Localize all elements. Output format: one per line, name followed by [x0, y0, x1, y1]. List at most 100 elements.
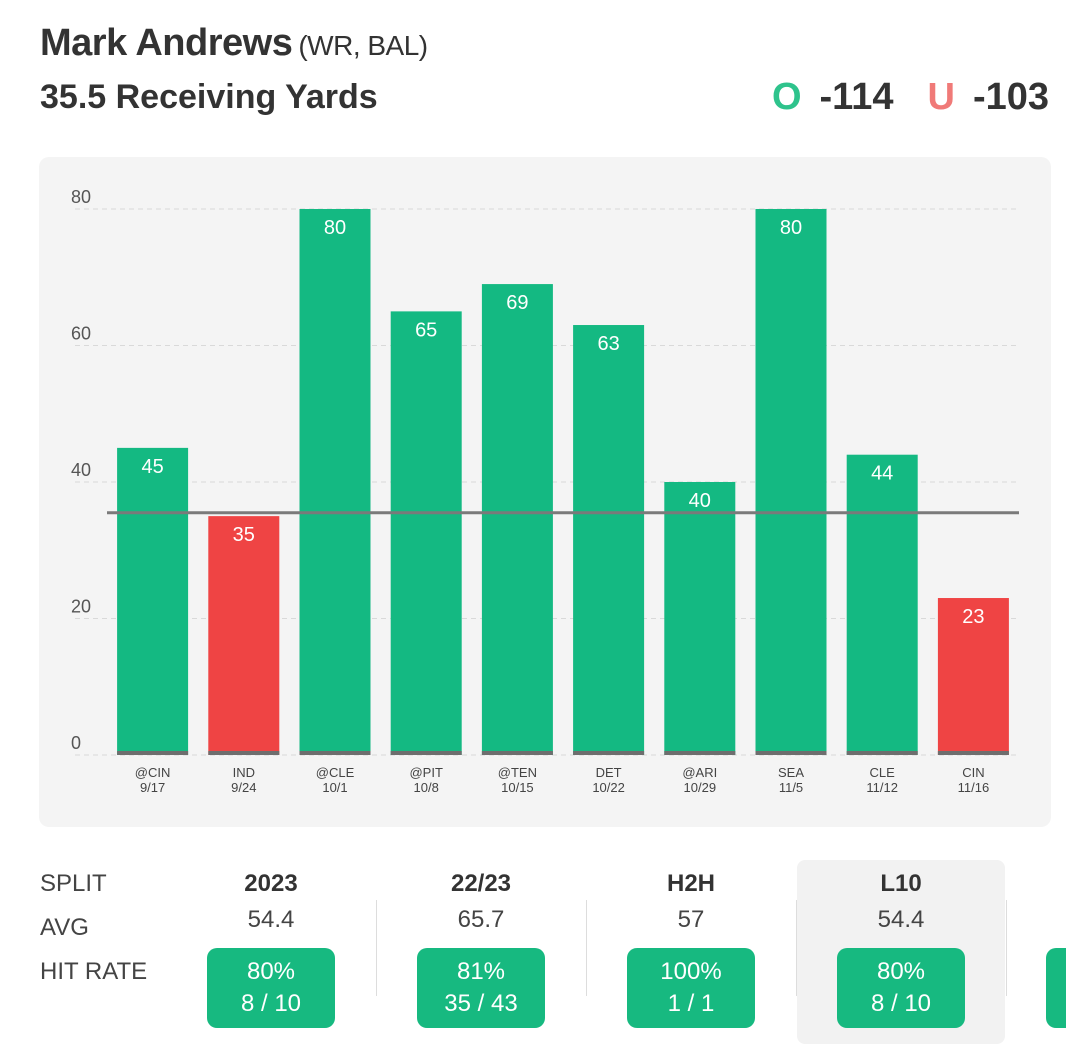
over-odds[interactable]: -114	[819, 76, 894, 118]
hit-rate-frac: 35 / 43	[444, 990, 518, 1017]
split-head: 22/23	[450, 870, 512, 897]
data-label: 45	[141, 456, 163, 478]
column-divider	[796, 900, 797, 996]
hit-rate-row-label: HIT RATE	[40, 958, 148, 985]
split-row-label: SPLIT	[40, 870, 107, 897]
x-tick-opponent: CLE	[870, 765, 896, 780]
split-column-2023[interactable]: 2023 54.4 80% 8 / 10	[166, 870, 376, 1028]
x-tick-date: 9/24	[231, 780, 256, 795]
data-label: 44	[871, 463, 893, 485]
bar	[573, 325, 645, 755]
x-tick-date: 11/12	[866, 780, 898, 795]
bar	[664, 482, 736, 755]
chart-card: 0 20 40 60 80 45 @CIN 9/17 35 IND 9/24 80 @CLE 10/1 65…	[39, 157, 1051, 827]
column-divider	[586, 900, 587, 996]
x-tick-opponent: CIN	[962, 765, 984, 780]
x-tick-opponent: @TEN	[498, 765, 537, 780]
x-tick-date: 9/17	[140, 780, 165, 795]
splits-table: SPLIT AVG HIT RATE 2023 54.4 80% 8 / 10 …	[0, 858, 1085, 1062]
bar-base	[390, 751, 462, 755]
bar-base	[481, 751, 553, 755]
hit-rate-pct: 80%	[876, 958, 926, 985]
bar	[755, 209, 827, 755]
bar	[390, 311, 462, 755]
hit-rate-pct: 100%	[660, 958, 722, 985]
hit-rate-badge: 100% 1 / 1	[627, 948, 755, 1028]
odds: O -114 U -103	[772, 76, 1049, 119]
bar-base	[573, 751, 645, 755]
prop-line: 35.5 Receiving Yards	[40, 78, 378, 116]
header: Mark Andrews (WR, BAL) 35.5 Receiving Yar…	[40, 18, 1049, 128]
x-tick-opponent: @PIT	[409, 765, 442, 780]
x-tick-opponent: IND	[233, 765, 255, 780]
player-position-team: (WR, BAL)	[298, 30, 428, 61]
x-tick-opponent: DET	[596, 765, 622, 780]
over-label[interactable]: O	[771, 76, 802, 118]
split-avg: 54.4	[247, 906, 295, 933]
split-head: H2H	[666, 870, 715, 897]
y-tick-label: 40	[71, 460, 91, 480]
hit-rate-frac: 1 / 1	[667, 990, 715, 1017]
data-label: 69	[506, 292, 528, 314]
x-tick-opponent: SEA	[778, 765, 804, 780]
data-label: 80	[324, 217, 346, 239]
x-tick-opponent: @CIN	[135, 765, 171, 780]
bar-base	[846, 751, 918, 755]
next-split-badge-partial[interactable]	[1046, 948, 1066, 1028]
hit-rate-frac: 8 / 10	[870, 990, 932, 1017]
hit-rate-badge: 80% 8 / 10	[837, 948, 965, 1028]
bar-base	[117, 751, 189, 755]
bar	[937, 598, 1009, 755]
bar-base	[299, 751, 371, 755]
player-name: Mark Andrews	[40, 22, 293, 64]
under-label[interactable]: U	[927, 76, 955, 118]
column-divider	[376, 900, 377, 996]
avg-row-label: AVG	[40, 914, 89, 941]
split-column-22-23[interactable]: 22/23 65.7 81% 35 / 43	[376, 870, 586, 1028]
bar-base	[755, 751, 827, 755]
split-avg: 65.7	[457, 906, 505, 933]
bar	[117, 447, 189, 755]
x-tick-date: 10/22	[592, 780, 625, 795]
x-tick-opponent: @ARI	[682, 765, 717, 780]
bar	[481, 284, 553, 755]
split-avg: 54.4	[877, 906, 925, 933]
data-label: 80	[780, 217, 802, 239]
data-label: 35	[233, 524, 255, 546]
x-tick-date: 11/16	[958, 780, 990, 795]
column-divider	[1006, 900, 1007, 996]
bar	[299, 209, 371, 755]
data-label: 65	[415, 319, 437, 341]
hit-rate-pct: 81%	[456, 958, 506, 985]
hit-rate-frac: 8 / 10	[240, 990, 302, 1017]
x-tick-date: 10/29	[684, 780, 717, 795]
split-column-h2h[interactable]: H2H 57 100% 1 / 1	[586, 870, 796, 1028]
x-tick-date: 10/8	[414, 780, 439, 795]
hit-rate-pct: 80%	[246, 958, 296, 985]
bar-base	[937, 751, 1009, 755]
x-tick-date: 10/1	[322, 780, 347, 795]
x-tick-opponent: @CLE	[316, 765, 355, 780]
player-name-block: Mark Andrews (WR, BAL)	[40, 22, 428, 65]
bar-base	[664, 751, 736, 755]
x-tick-date: 10/15	[501, 780, 534, 795]
y-tick-label: 20	[71, 597, 91, 617]
split-head: 2023	[244, 870, 298, 897]
split-avg: 57	[677, 906, 705, 933]
under-odds[interactable]: -103	[972, 76, 1049, 118]
bar	[846, 454, 918, 755]
x-tick-date: 11/5	[779, 780, 803, 795]
hit-rate-badge: 80% 8 / 10	[207, 948, 335, 1028]
split-head: L10	[880, 870, 922, 897]
bar-base	[208, 751, 280, 755]
y-tick-label: 80	[71, 187, 91, 207]
bar	[208, 516, 280, 755]
data-label: 23	[962, 606, 984, 628]
y-tick-label: 0	[71, 733, 81, 753]
split-column-l10[interactable]: L10 54.4 80% 8 / 10	[796, 870, 1006, 1028]
hit-rate-badge: 81% 35 / 43	[417, 948, 545, 1028]
data-label: 63	[597, 333, 619, 355]
data-label: 40	[689, 490, 711, 512]
y-tick-label: 60	[71, 324, 91, 344]
